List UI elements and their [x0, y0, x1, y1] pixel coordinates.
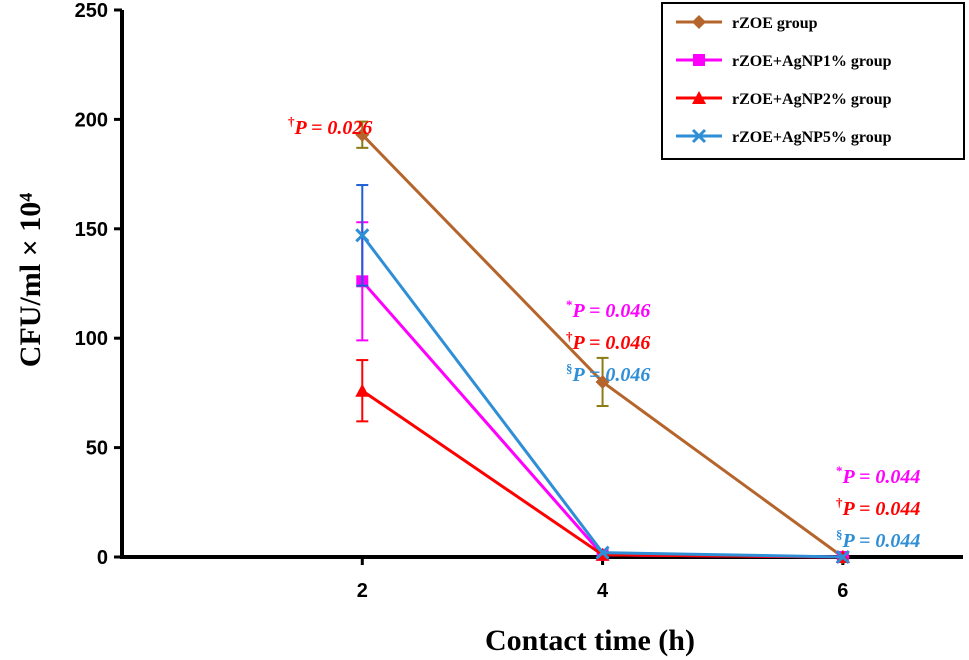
y-axis-title: CFU/ml × 10⁴	[14, 193, 47, 367]
series-line	[361, 389, 843, 559]
x-marker	[691, 128, 707, 144]
legend-label: rZOE+AgNP2% group	[732, 91, 892, 108]
annotation-symbol: *	[836, 463, 843, 478]
legend-label: rZOE group	[732, 15, 818, 32]
legend-box	[661, 2, 965, 160]
triangle-marker	[355, 383, 370, 397]
p-value-annotation: †P = 0.044	[836, 495, 920, 520]
y-tick-label: 150	[75, 219, 108, 241]
annotation-symbol: §	[566, 361, 573, 376]
annotation-symbol: †	[566, 329, 573, 344]
x-marker-stroke	[835, 549, 850, 565]
diamond-marker	[595, 374, 610, 389]
series-layer	[355, 120, 850, 565]
y-tick-label: 0	[97, 547, 108, 569]
annotation-text: P = 0.044	[842, 530, 921, 552]
legend: rZOE group rZOE+AgNP1% group rZOE+AgNP2% g…	[661, 2, 965, 160]
p-value-annotation: §P = 0.044	[836, 527, 920, 552]
y-tick-label: 200	[75, 109, 108, 131]
y-tick-label: 50	[86, 438, 108, 460]
annotation-symbol: †	[288, 114, 295, 129]
series-x	[355, 184, 850, 565]
legend-label: rZOE+AgNP1% group	[732, 53, 892, 70]
diamond-marker	[355, 127, 370, 142]
y-tick-label: 250	[75, 0, 108, 22]
x-tick-label: 6	[837, 580, 848, 602]
p-value-annotation: *P = 0.046	[566, 297, 650, 322]
x-marker	[355, 228, 370, 243]
x-axis-title: Contact time (h)	[485, 624, 695, 657]
x-tick-label: 4	[597, 580, 609, 602]
annotation-text: P = 0.046	[572, 332, 651, 354]
legend-label: rZOE+AgNP5% group	[732, 129, 892, 146]
p-value-annotation: *P = 0.044	[836, 463, 920, 488]
annotation-text: P = 0.044	[842, 466, 921, 488]
y-tick-label: 100	[75, 328, 108, 350]
square-marker	[693, 54, 705, 66]
triangle-marker	[692, 91, 706, 104]
p-value-annotation: †P = 0.046	[566, 329, 650, 354]
x-marker-stroke	[355, 228, 370, 243]
annotation-symbol: §	[836, 527, 843, 542]
annotation-text: P = 0.026	[294, 117, 373, 139]
annotation-text: P = 0.046	[572, 364, 651, 386]
annotation-symbol: †	[836, 495, 843, 510]
annotation-text: P = 0.044	[842, 498, 921, 520]
annotation-text: P = 0.046	[572, 300, 651, 322]
x-tick-label: 2	[357, 580, 368, 602]
annotation-symbol: *	[566, 297, 573, 312]
x-marker	[595, 545, 610, 560]
p-value-annotation: §P = 0.046	[566, 361, 650, 386]
diamond-marker	[692, 15, 706, 29]
x-marker-stroke	[691, 128, 707, 144]
annotation-layer: †P = 0.026*P = 0.046†P = 0.046§P = 0.046…	[288, 114, 920, 552]
series-line	[361, 280, 843, 559]
x-marker	[835, 549, 850, 565]
p-value-annotation: †P = 0.026	[288, 114, 372, 139]
x-marker-stroke	[595, 545, 610, 560]
